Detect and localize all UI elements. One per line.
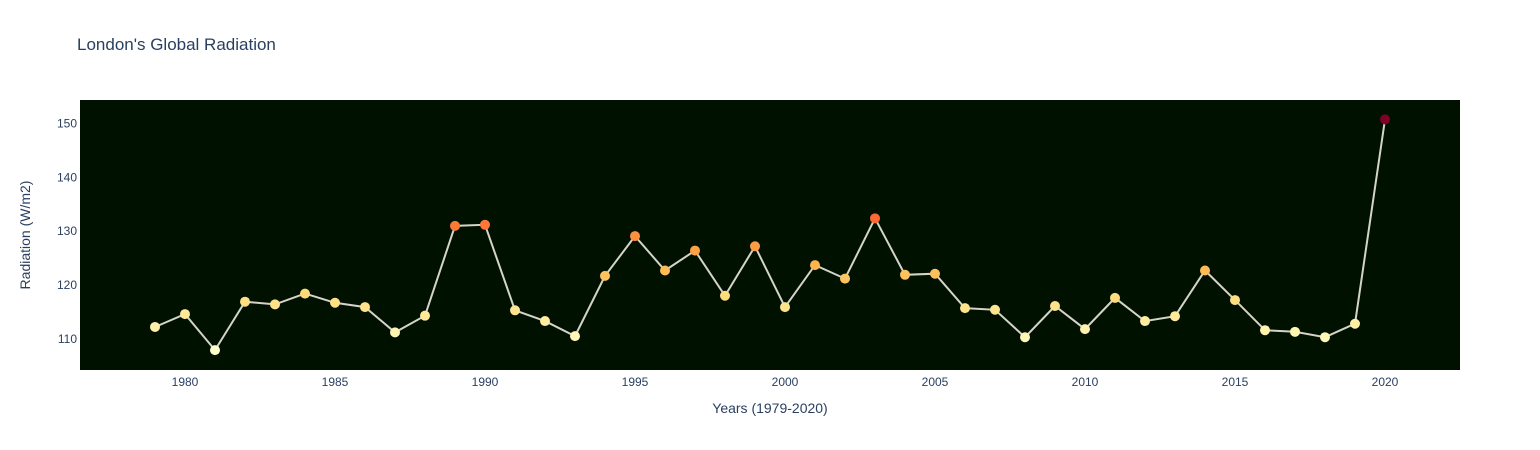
data-point[interactable] xyxy=(1020,332,1030,343)
x-axis: 1980 1985 1990 1995 2000 2005 2010 2015 2020 xyxy=(172,375,1399,389)
data-point[interactable] xyxy=(1380,114,1390,125)
data-point[interactable] xyxy=(840,273,850,284)
data-point[interactable] xyxy=(1170,311,1180,322)
y-tick-label: 120 xyxy=(57,278,77,292)
data-point[interactable] xyxy=(990,304,1000,315)
data-point[interactable] xyxy=(1080,324,1090,335)
chart-title: London's Global Radiation xyxy=(77,35,276,54)
data-point[interactable] xyxy=(420,310,430,321)
data-point[interactable] xyxy=(270,299,280,310)
data-point[interactable] xyxy=(810,260,820,271)
data-point[interactable] xyxy=(480,219,490,230)
data-point[interactable] xyxy=(510,305,520,316)
data-point[interactable] xyxy=(690,245,700,256)
x-tick-label: 2000 xyxy=(772,375,799,389)
data-point[interactable] xyxy=(630,231,640,242)
y-tick-label: 140 xyxy=(57,170,77,184)
data-point[interactable] xyxy=(1050,300,1060,311)
data-point[interactable] xyxy=(450,220,460,231)
data-point[interactable] xyxy=(600,270,610,281)
x-tick-label: 2020 xyxy=(1372,375,1399,389)
data-point[interactable] xyxy=(1110,292,1120,303)
data-point[interactable] xyxy=(1200,265,1210,276)
data-point[interactable] xyxy=(360,302,370,313)
data-point[interactable] xyxy=(1290,326,1300,337)
data-point[interactable] xyxy=(960,303,970,314)
y-axis-title: Radiation (W/m2) xyxy=(17,181,33,290)
data-point[interactable] xyxy=(570,331,580,342)
y-axis: 110 120 130 140 150 xyxy=(57,117,77,346)
data-point[interactable] xyxy=(210,345,220,356)
x-tick-label: 1985 xyxy=(322,375,349,389)
y-tick-label: 110 xyxy=(58,332,77,346)
data-point[interactable] xyxy=(330,297,340,308)
data-point[interactable] xyxy=(720,290,730,301)
x-axis-title: Years (1979-2020) xyxy=(712,400,827,416)
y-tick-label: 150 xyxy=(57,117,77,131)
x-tick-label: 2015 xyxy=(1222,375,1249,389)
data-point[interactable] xyxy=(660,265,670,276)
x-tick-label: 1980 xyxy=(172,375,199,389)
data-point[interactable] xyxy=(1230,295,1240,306)
data-point[interactable] xyxy=(150,321,160,332)
data-point[interactable] xyxy=(240,296,250,307)
data-points xyxy=(150,114,1390,356)
y-tick-label: 130 xyxy=(57,224,77,238)
data-point[interactable] xyxy=(780,302,790,313)
data-point[interactable] xyxy=(390,327,400,338)
series-line xyxy=(154,119,1386,352)
data-point[interactable] xyxy=(900,269,910,280)
data-point[interactable] xyxy=(180,309,190,320)
data-point[interactable] xyxy=(870,213,880,224)
data-point[interactable] xyxy=(1320,332,1330,343)
x-tick-label: 2005 xyxy=(922,375,949,389)
data-point[interactable] xyxy=(1140,316,1150,327)
x-tick-label: 1990 xyxy=(472,375,499,389)
data-point[interactable] xyxy=(930,268,940,279)
x-tick-label: 1995 xyxy=(622,375,649,389)
data-point[interactable] xyxy=(750,241,760,252)
x-tick-label: 2010 xyxy=(1072,375,1099,389)
data-point[interactable] xyxy=(540,316,550,327)
data-point[interactable] xyxy=(1350,318,1360,329)
plot-area xyxy=(80,100,1460,370)
data-point[interactable] xyxy=(300,288,310,299)
data-point[interactable] xyxy=(1260,325,1270,336)
